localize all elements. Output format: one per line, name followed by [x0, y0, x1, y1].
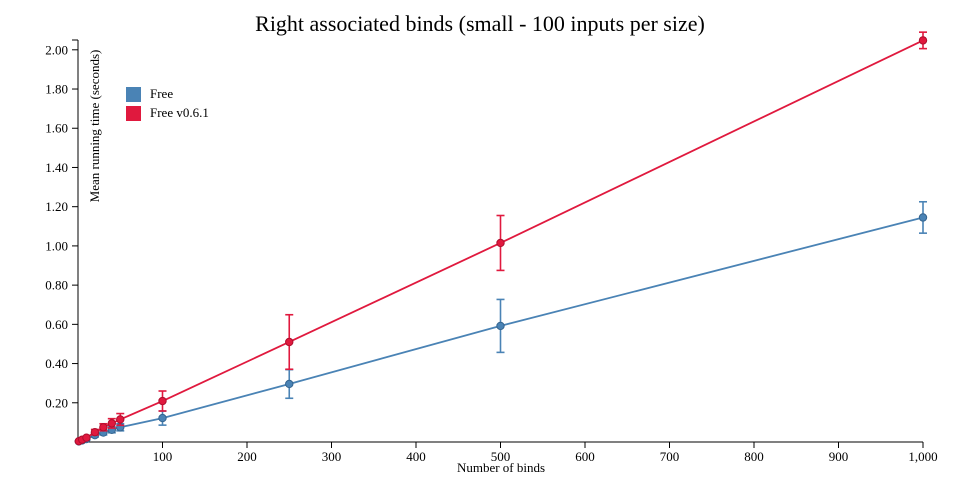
x-tick-label: 700: [660, 449, 680, 464]
legend-item-free: Free: [126, 85, 209, 103]
data-point-marker-free-v0-6-1: [107, 419, 117, 428]
data-point-marker-free-v0-6-1: [90, 427, 100, 437]
y-tick-label: 0.80: [45, 278, 68, 293]
data-point-marker-free-v0-6-1: [82, 433, 91, 442]
y-tick-label: 1.40: [45, 160, 68, 175]
data-point-marker-free: [918, 213, 928, 222]
y-tick-label: 1.80: [45, 82, 68, 97]
data-point-marker-free: [285, 379, 294, 389]
y-tick-label: 1.60: [45, 121, 68, 136]
y-axis-ticks: 0.20 0.40 0.60 0.80 1.00 1.20 1.40 1.60 1.80 2.00: [45, 42, 78, 410]
x-tick-label: 400: [406, 449, 426, 464]
series-free-v0-6-1: [74, 31, 928, 446]
y-axis-title: Mean running time (seconds): [87, 49, 102, 203]
legend: Free Free v0.6.1: [126, 85, 209, 123]
x-tick-label: 500: [491, 449, 511, 464]
data-point-marker-free-v0-6-1: [285, 337, 294, 347]
x-tick-label: 800: [744, 449, 764, 464]
data-point-marker-free-v0-6-1: [158, 396, 167, 406]
data-point-marker-free-v0-6-1: [116, 415, 125, 424]
y-tick-label: 1.20: [45, 199, 68, 214]
legend-swatch-free-v061: [126, 105, 141, 121]
x-axis-ticks: 100 200 300 400 500 600 700 800 900 1,000: [153, 442, 938, 464]
chart-title: Right associated binds (small - 100 inpu…: [255, 11, 705, 36]
x-tick-label: 1,000: [908, 449, 937, 464]
y-tick-label: 0.60: [45, 317, 68, 332]
x-tick-label: 200: [237, 449, 257, 464]
legend-label-free: Free: [150, 86, 174, 101]
y-tick-label: 0.40: [45, 356, 68, 371]
legend-label-free-v061: Free v0.6.1: [150, 105, 209, 120]
data-point-marker-free: [158, 413, 167, 423]
data-point-marker-free-v0-6-1: [99, 423, 108, 432]
x-tick-label: 600: [575, 449, 595, 464]
legend-swatch-free: [126, 86, 141, 102]
x-tick-label: 100: [153, 449, 173, 464]
x-axis-title: Number of binds: [456, 460, 546, 475]
data-point-marker-free-v0-6-1: [918, 36, 928, 45]
y-tick-label: 0.20: [45, 395, 68, 410]
data-point-marker-free-v0-6-1: [496, 238, 505, 248]
x-tick-label: 900: [829, 449, 849, 464]
y-tick-label: 1.00: [45, 238, 68, 253]
data-point-marker-free: [496, 321, 505, 331]
y-tick-label: 2.00: [45, 42, 68, 57]
x-tick-label: 300: [322, 449, 342, 464]
legend-item-free-v061: Free v0.6.1: [126, 104, 209, 122]
